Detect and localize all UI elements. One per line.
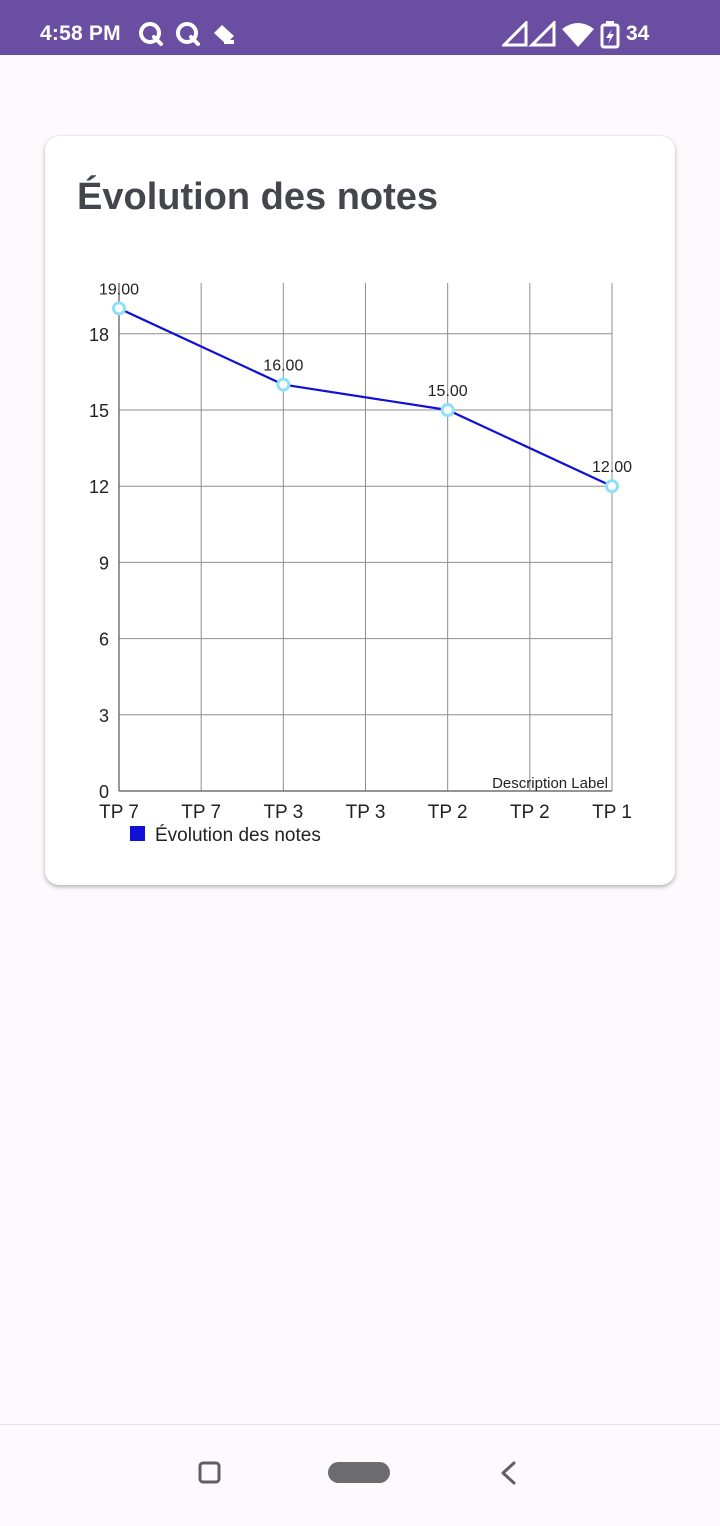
description-label: Description Label [492,775,608,792]
status-time: 4:58 PM [40,22,121,45]
q-app-icon [176,22,200,46]
legend-label: Évolution des notes [155,825,321,846]
back-button[interactable] [501,1461,516,1485]
x-tick-label: TP 3 [263,802,303,823]
y-tick-label: 0 [99,782,109,802]
recents-button[interactable] [198,1461,221,1484]
drive-icon [214,25,234,44]
data-label: 12.00 [592,459,632,476]
status-bar: 4:58 PM [0,0,720,55]
data-point [440,403,455,417]
y-tick-label: 3 [99,706,109,726]
x-tick-label: TP 2 [428,802,468,823]
battery-charging-icon [600,21,620,49]
y-tick-label: 12 [89,477,109,497]
x-tick-label: TP 3 [346,802,386,823]
card-title: Évolution des notes [77,176,439,218]
notification-icons [138,21,238,54]
navigation-bar [0,1424,720,1521]
system-icons [500,19,626,54]
signal-icon [500,19,528,47]
data-label: 16.00 [263,358,303,375]
battery-level: 34 [626,22,650,45]
data-label: 19.00 [99,281,139,298]
y-tick-label: 6 [99,630,109,650]
data-point [112,301,126,316]
series-line [118,307,613,488]
grades-card: Évolution des notes 0 3 6 9 12 15 18 TP 7 TP 7 TP… [45,136,675,885]
q-app-icon [139,22,163,46]
y-tick-label: 15 [89,401,109,421]
y-tick-label: 9 [99,553,109,573]
signal-icon [528,19,556,47]
home-button[interactable] [328,1462,390,1483]
grades-line-chart: 0 3 6 9 12 15 18 TP 7 TP 7 TP 3 TP 3 TP 2 TP 2 TP 1 19… [89,281,632,846]
wifi-icon [562,23,594,47]
data-label: 15.00 [428,383,468,400]
legend-swatch [130,826,145,841]
data-point [605,479,619,494]
data-point [276,377,291,392]
x-tick-label: TP 7 [181,802,221,823]
x-tick-label: TP 2 [510,802,550,823]
x-tick-label: TP 1 [592,802,632,823]
x-tick-label: TP 7 [99,802,139,823]
y-tick-label: 18 [89,325,109,345]
